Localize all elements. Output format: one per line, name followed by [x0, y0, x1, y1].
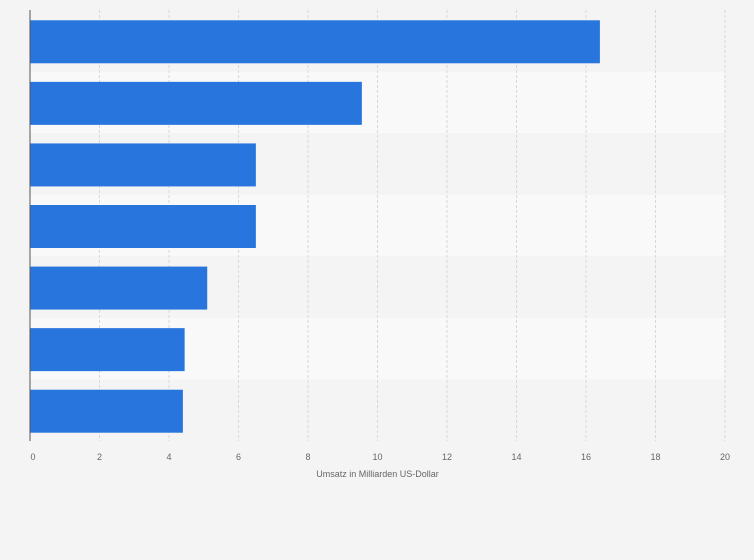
bar[interactable] — [30, 81, 362, 125]
bars — [30, 20, 600, 433]
bar[interactable] — [30, 20, 600, 64]
bar[interactable] — [30, 143, 256, 187]
bar[interactable] — [30, 205, 256, 248]
x-tick-label: 10 — [372, 452, 382, 462]
x-tick-label: 8 — [305, 452, 310, 462]
bar[interactable] — [30, 389, 183, 433]
bar[interactable] — [30, 266, 208, 310]
bar[interactable] — [30, 328, 185, 372]
x-axis-title: Umsatz in Milliarden US-Dollar — [316, 469, 439, 479]
x-tick-label: 12 — [442, 452, 452, 462]
x-tick-label: 14 — [511, 452, 521, 462]
x-tick-label: 20 — [720, 452, 730, 462]
x-tick-label: 0 — [30, 452, 35, 462]
x-tick-label: 6 — [236, 452, 241, 462]
x-tick-label: 18 — [650, 452, 660, 462]
x-tick-labels: 0 2 4 6 8 10 12 14 16 18 20 — [30, 452, 730, 462]
x-tick-label: 4 — [166, 452, 171, 462]
x-tick-label: 2 — [97, 452, 102, 462]
x-tick-label: 16 — [581, 452, 591, 462]
